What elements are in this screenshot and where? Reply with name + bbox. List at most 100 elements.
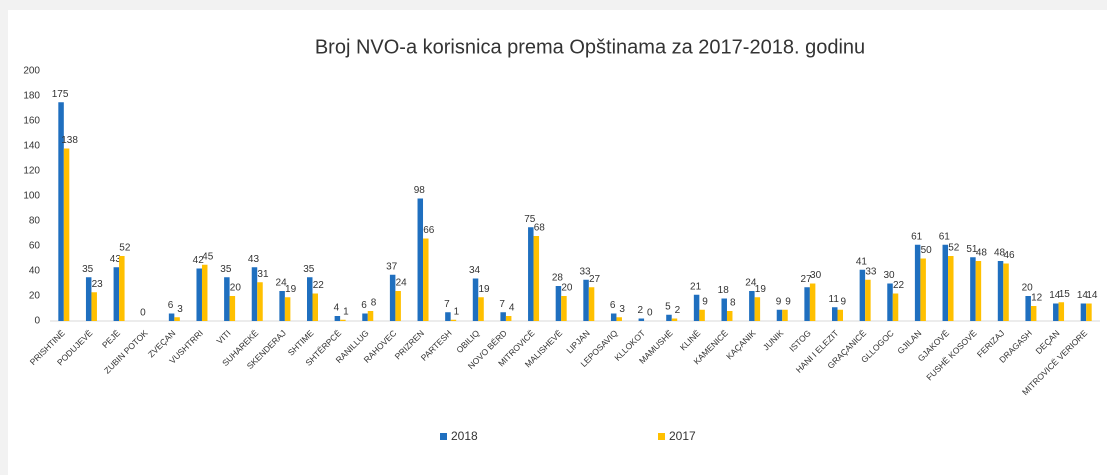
y-tick-label: 140 xyxy=(23,141,40,152)
bar xyxy=(500,312,506,321)
value-label: 98 xyxy=(414,185,426,196)
value-label: 5 xyxy=(665,301,671,312)
bar xyxy=(555,286,562,321)
value-label: 75 xyxy=(524,214,536,225)
value-label: 45 xyxy=(202,251,214,262)
value-label: 30 xyxy=(883,270,895,281)
value-label: 24 xyxy=(396,278,408,289)
value-label: 20 xyxy=(1022,283,1034,294)
y-tick-label: 40 xyxy=(29,266,41,277)
value-label: 3 xyxy=(177,304,183,315)
bar xyxy=(224,277,230,321)
bar xyxy=(975,261,982,321)
value-label: 6 xyxy=(610,300,616,311)
bar xyxy=(307,277,313,321)
value-label: 48 xyxy=(994,248,1006,259)
value-label: 37 xyxy=(386,261,398,272)
legend-label: 2018 xyxy=(451,429,478,443)
bar xyxy=(201,264,208,321)
bar xyxy=(776,309,783,321)
bar xyxy=(1058,302,1065,321)
value-label: 9 xyxy=(840,296,846,307)
value-label: 68 xyxy=(534,223,546,234)
bar xyxy=(699,309,705,321)
bar xyxy=(340,319,346,321)
bar xyxy=(505,316,512,321)
bar xyxy=(472,278,479,321)
value-label: 14 xyxy=(1086,290,1098,301)
value-label: 20 xyxy=(561,283,573,294)
value-label: 7 xyxy=(444,299,450,310)
value-label: 42 xyxy=(193,255,205,266)
bar xyxy=(583,279,589,321)
bar xyxy=(389,274,396,321)
value-label: 34 xyxy=(469,265,481,276)
value-label: 33 xyxy=(865,266,877,277)
value-label: 1 xyxy=(454,306,460,317)
bar xyxy=(865,279,871,321)
value-label: 9 xyxy=(785,296,791,307)
bar xyxy=(528,227,534,321)
bar xyxy=(1003,263,1009,321)
value-label: 66 xyxy=(423,225,435,236)
value-label: 24 xyxy=(276,278,288,289)
bar xyxy=(920,258,926,321)
value-label: 4 xyxy=(334,303,340,314)
value-label: 28 xyxy=(552,273,564,284)
bar xyxy=(887,283,893,321)
bar xyxy=(478,297,484,321)
value-label: 50 xyxy=(921,245,933,256)
value-label: 11 xyxy=(829,294,840,305)
value-label: 2 xyxy=(675,305,681,316)
bar xyxy=(395,291,401,321)
bar xyxy=(257,282,263,321)
value-label: 0 xyxy=(140,308,146,319)
bar xyxy=(832,307,838,321)
value-label: 22 xyxy=(893,280,905,291)
value-label: 6 xyxy=(168,300,174,311)
value-label: 1 xyxy=(343,306,349,317)
value-label: 27 xyxy=(801,274,813,285)
bar xyxy=(113,267,120,321)
bar xyxy=(616,317,622,321)
value-label: 9 xyxy=(776,296,782,307)
value-label: 3 xyxy=(619,304,625,315)
bar xyxy=(450,319,457,321)
value-label: 35 xyxy=(303,264,315,275)
bar xyxy=(809,283,816,321)
value-label: 22 xyxy=(313,280,325,291)
bar xyxy=(284,297,291,321)
value-label: 27 xyxy=(589,274,601,285)
value-label: 61 xyxy=(911,231,923,242)
legend-swatch xyxy=(440,433,447,440)
value-label: 61 xyxy=(939,231,951,242)
bar xyxy=(970,257,976,321)
value-label: 19 xyxy=(755,284,767,295)
bar xyxy=(91,292,97,321)
value-label: 20 xyxy=(230,283,242,294)
y-tick-label: 80 xyxy=(29,216,41,227)
bar xyxy=(892,293,899,321)
bar xyxy=(1025,296,1031,321)
value-label: 9 xyxy=(702,296,708,307)
bar xyxy=(859,269,866,321)
value-label: 6 xyxy=(361,300,367,311)
legend-swatch xyxy=(658,433,665,440)
value-label: 4 xyxy=(509,303,515,314)
bar xyxy=(312,293,318,321)
bar xyxy=(362,313,368,321)
y-tick-label: 120 xyxy=(23,166,40,177)
bar xyxy=(58,102,64,321)
bar xyxy=(367,311,374,321)
bar xyxy=(721,298,727,321)
value-label: 43 xyxy=(248,254,260,265)
y-tick-label: 60 xyxy=(29,241,41,252)
value-label: 8 xyxy=(371,298,377,309)
bar xyxy=(693,294,700,321)
bar xyxy=(726,311,733,321)
chart-title: Broj NVO-a korisnica prema Opštinama za … xyxy=(315,36,865,58)
bar xyxy=(610,313,617,321)
chart-area xyxy=(8,10,1107,475)
